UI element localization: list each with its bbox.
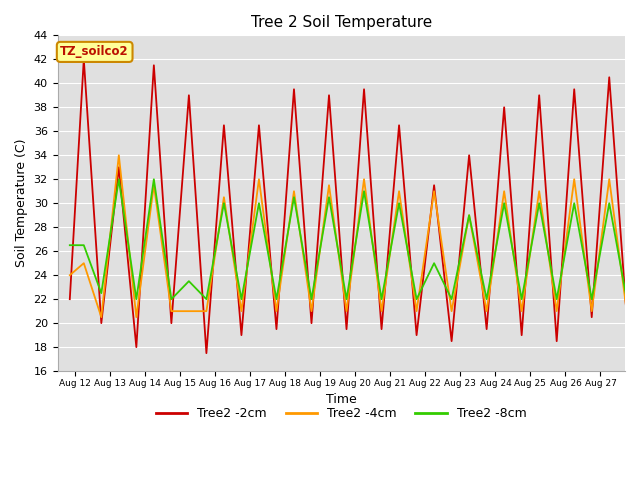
Text: TZ_soilco2: TZ_soilco2 [60,46,129,59]
Legend: Tree2 -2cm, Tree2 -4cm, Tree2 -8cm: Tree2 -2cm, Tree2 -4cm, Tree2 -8cm [151,402,531,425]
Y-axis label: Soil Temperature (C): Soil Temperature (C) [15,139,28,267]
X-axis label: Time: Time [326,393,356,406]
Title: Tree 2 Soil Temperature: Tree 2 Soil Temperature [251,15,432,30]
